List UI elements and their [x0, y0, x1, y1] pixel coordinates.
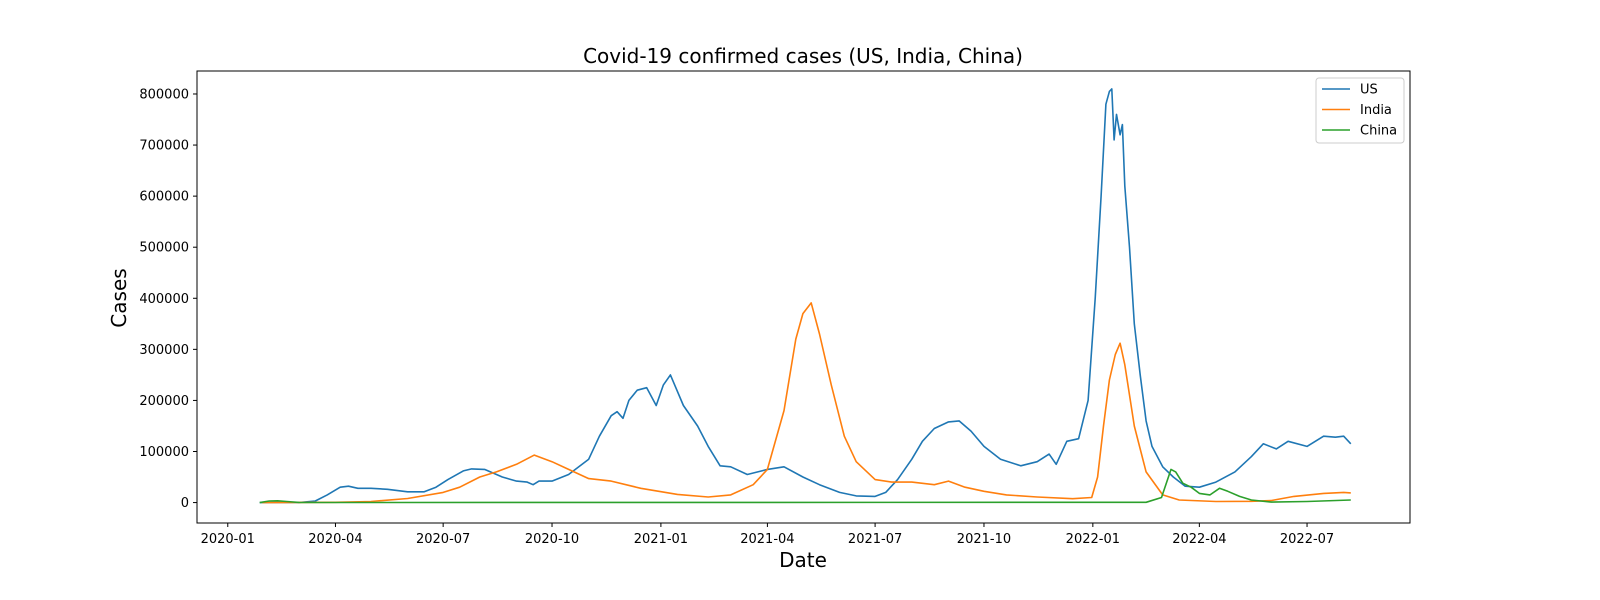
x-tick-label: 2022-07 — [1280, 532, 1334, 547]
x-tick-label: 2022-01 — [1066, 532, 1120, 547]
legend-box — [1315, 77, 1405, 144]
chart-title: Covid-19 confirmed cases (US, India, Chi… — [583, 44, 1023, 68]
y-tick-label: 200000 — [139, 394, 189, 409]
series-line-india — [262, 302, 1351, 504]
y-tick-label: 600000 — [139, 190, 189, 205]
legend-label-india: India — [1360, 103, 1392, 118]
x-tick-label: 2021-10 — [957, 532, 1011, 547]
x-tick-label: 2021-07 — [848, 532, 902, 547]
x-tick-label: 2020-10 — [525, 532, 579, 547]
x-tick-label: 2020-01 — [201, 532, 255, 547]
x-tick-label: 2021-04 — [740, 532, 794, 547]
x-axis: 2020-01 2020-04 2020-07 2020-10 2021-01 2021-… — [201, 523, 1334, 547]
x-tick-label: 2020-04 — [308, 532, 362, 547]
y-axis-label: Cases — [107, 268, 131, 327]
series-layer — [259, 88, 1352, 504]
y-axis: 0 100000 200000 300000 400000 500000 600000 700… — [139, 87, 197, 511]
x-tick-label: 2021-01 — [634, 532, 688, 547]
series-line-china — [259, 468, 1351, 504]
x-tick-label: 2022-04 — [1172, 532, 1226, 547]
x-tick-label: 2020-07 — [416, 532, 470, 547]
y-tick-label: 300000 — [139, 343, 189, 358]
y-tick-label: 400000 — [139, 292, 189, 307]
x-axis-label: Date — [779, 548, 827, 572]
y-tick-label: 800000 — [139, 87, 189, 102]
y-tick-label: 700000 — [139, 139, 189, 154]
legend: US India China — [1315, 77, 1405, 144]
y-tick-label: 100000 — [139, 445, 189, 460]
legend-label-china: China — [1360, 124, 1397, 139]
legend-label-us: US — [1360, 83, 1378, 98]
y-tick-label: 500000 — [139, 241, 189, 256]
plot-frame — [196, 70, 1411, 524]
y-tick-label: 0 — [181, 496, 189, 511]
